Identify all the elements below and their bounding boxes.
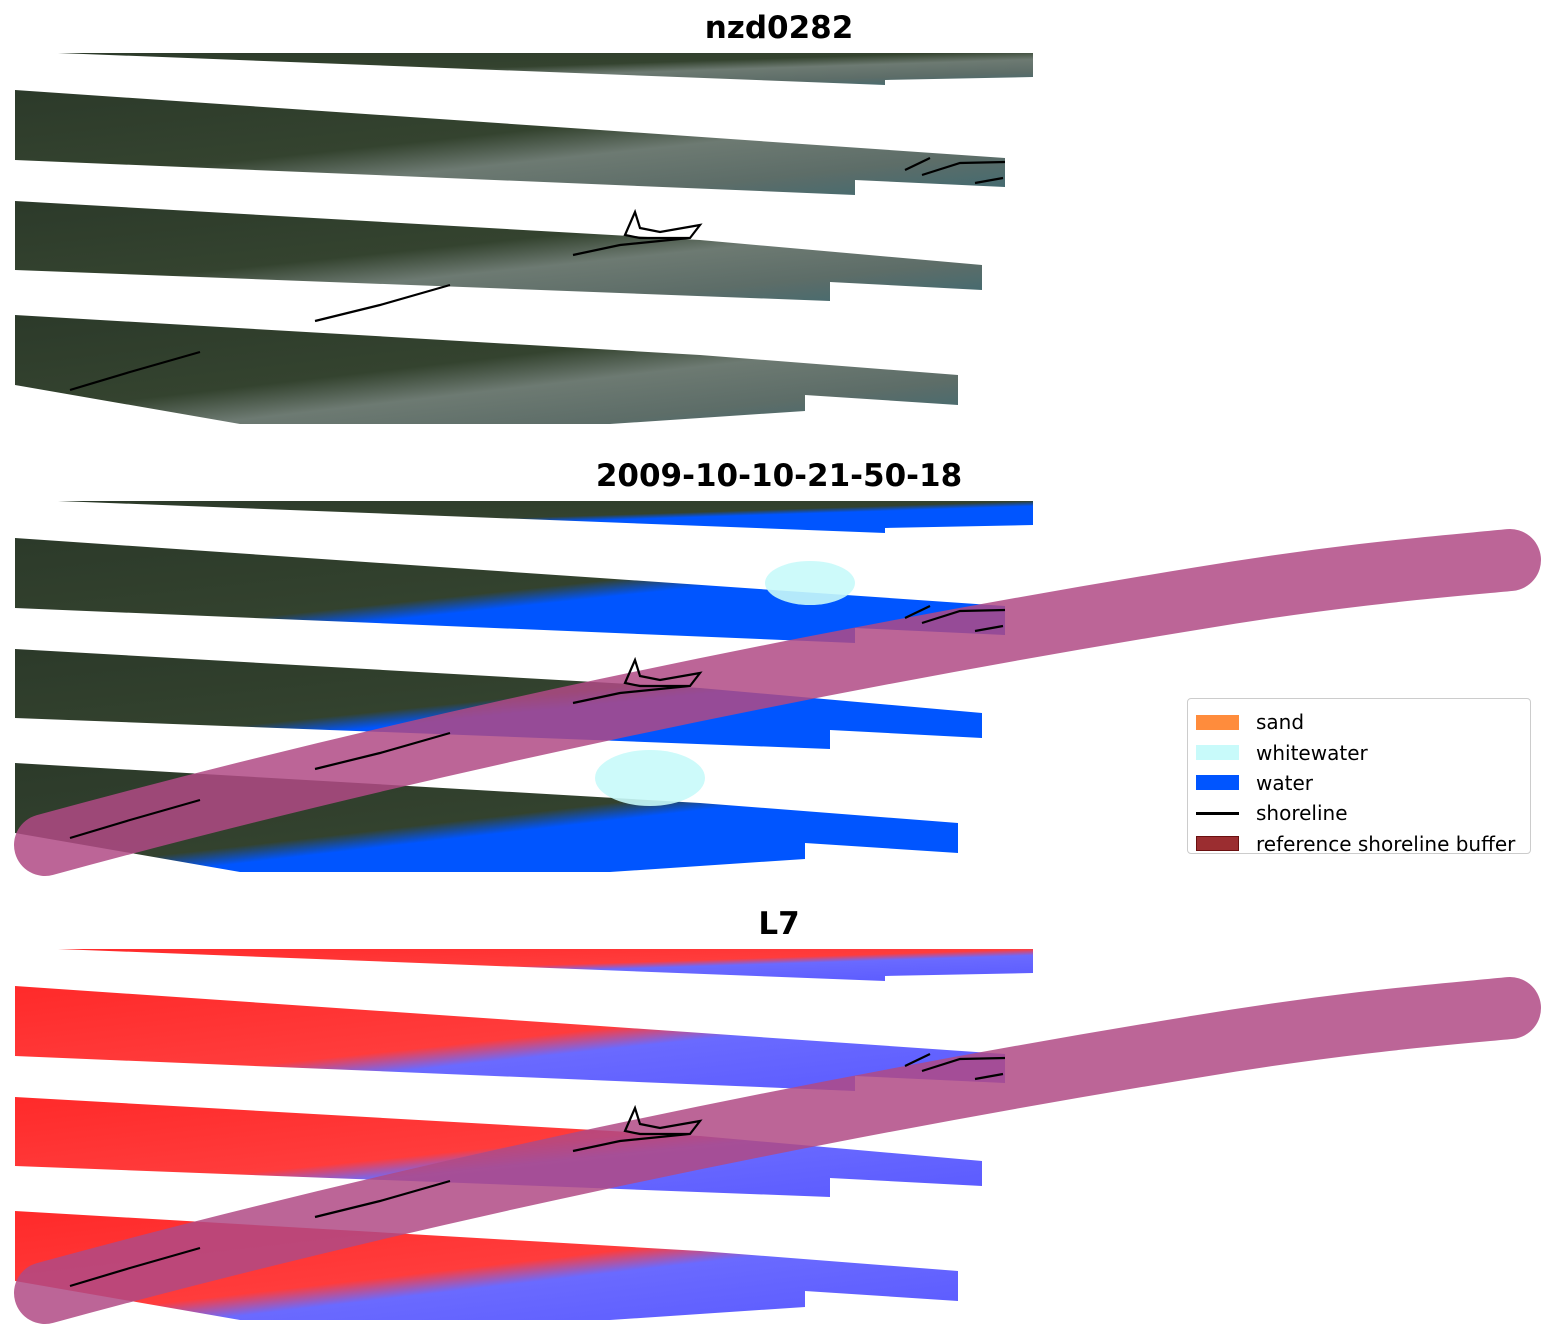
- reference-shoreline-buffer: [14, 529, 1541, 876]
- shoreline-line: [314, 731, 451, 771]
- legend-item-whitewater: whitewater: [1196, 737, 1522, 767]
- image-band: [15, 90, 1005, 195]
- legend-item-sand: sand: [1196, 707, 1522, 737]
- image-band: [15, 649, 982, 749]
- legend-label: shoreline: [1256, 801, 1348, 826]
- water-swatch: [1196, 775, 1239, 791]
- classified-image-panel: [14, 501, 1541, 876]
- image-band: [15, 201, 982, 301]
- image-band: [58, 949, 1033, 981]
- image-band: [15, 315, 958, 424]
- whitewater-patch: [765, 561, 855, 605]
- shoreline-line: [572, 208, 703, 257]
- image-band: [58, 501, 1033, 533]
- shoreline-line: [69, 350, 201, 392]
- panel-title-rgb: nzd0282: [704, 10, 854, 46]
- shoreline-line: [69, 1246, 201, 1288]
- legend-item-water: water: [1196, 768, 1522, 798]
- panel-title-index: L7: [758, 906, 800, 942]
- reference-shoreline-buffer: [14, 977, 1541, 1324]
- legend-label: reference shoreline buffer: [1256, 831, 1516, 856]
- shoreline-line: [314, 1179, 451, 1219]
- legend: sand whitewater water shoreline referenc…: [1187, 698, 1531, 856]
- whitewater-patch: [595, 750, 705, 806]
- sand-swatch: [1196, 714, 1239, 730]
- image-band: [15, 1097, 982, 1197]
- shoreline-line: [69, 798, 201, 840]
- shoreline-line: [904, 157, 1006, 185]
- shoreline-line: [572, 656, 703, 705]
- legend-label: water: [1256, 770, 1313, 795]
- legend-label: whitewater: [1256, 740, 1368, 765]
- shoreline-line: [904, 1053, 1006, 1081]
- rgb-image-panel: [15, 53, 1033, 424]
- image-band: [15, 538, 1005, 643]
- shoreline-line: [314, 283, 451, 323]
- image-band: [58, 53, 1033, 85]
- shoreline-line: [572, 1104, 703, 1153]
- legend-label: sand: [1256, 710, 1305, 735]
- panel-title-classified: 2009-10-10-21-50-18: [595, 458, 963, 494]
- whitewater-swatch: [1196, 745, 1239, 761]
- buffer-swatch: [1196, 836, 1239, 852]
- image-band: [15, 986, 1005, 1091]
- shoreline-line: [904, 605, 1006, 633]
- legend-item-shoreline: shoreline: [1196, 798, 1522, 828]
- legend-item-buffer: reference shoreline buffer: [1196, 829, 1522, 859]
- index-image-panel: [14, 949, 1541, 1324]
- shoreline-swatch: [1196, 811, 1239, 815]
